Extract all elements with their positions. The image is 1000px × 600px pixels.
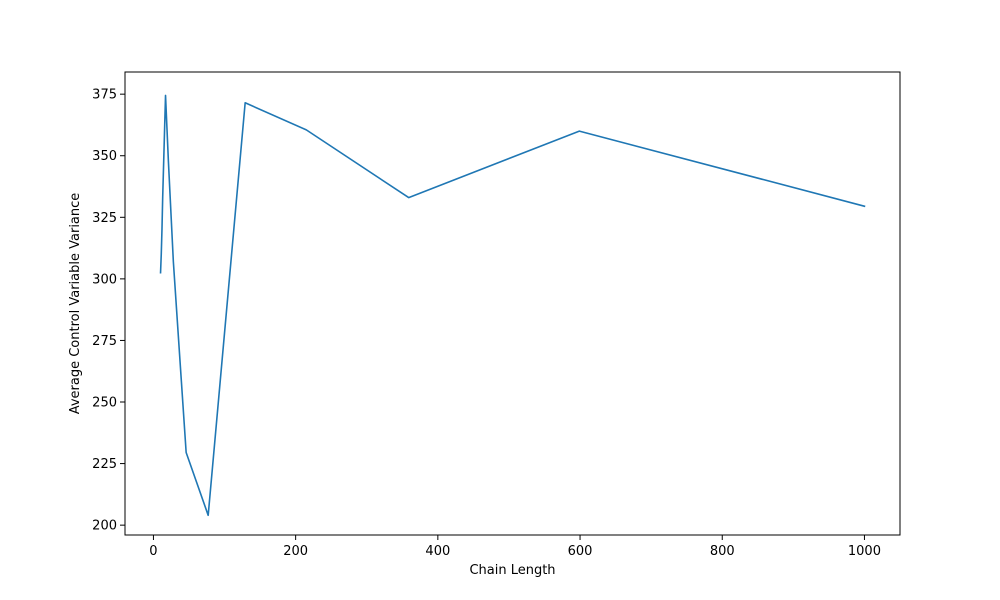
y-tick-label: 250 [92,396,117,411]
y-tick-label: 300 [92,272,117,287]
axes-frame [124,71,901,536]
x-tick-label: 800 [710,544,735,559]
x-tick-label: 400 [425,544,450,559]
y-tick-label: 375 [92,88,117,103]
y-axis-ticks: 200 225 250 275 300 325 350 375 [92,88,125,534]
x-tick-label: 1000 [848,544,881,559]
x-axis-label: Chain Length [469,563,555,578]
y-tick-label: 225 [92,457,117,472]
y-axis-label: Average Control Variable Variance [68,193,83,415]
series-line [159,94,866,517]
x-tick-label: 0 [149,544,157,559]
y-tick-label: 325 [92,211,117,226]
y-tick-label: 275 [92,334,117,349]
x-tick-label: 200 [283,544,308,559]
y-tick-label: 200 [92,519,117,534]
x-axis-ticks: 0 200 400 600 800 1000 [149,535,881,559]
x-tick-label: 600 [568,544,593,559]
y-tick-label: 350 [92,149,117,164]
plot-area [159,94,866,517]
